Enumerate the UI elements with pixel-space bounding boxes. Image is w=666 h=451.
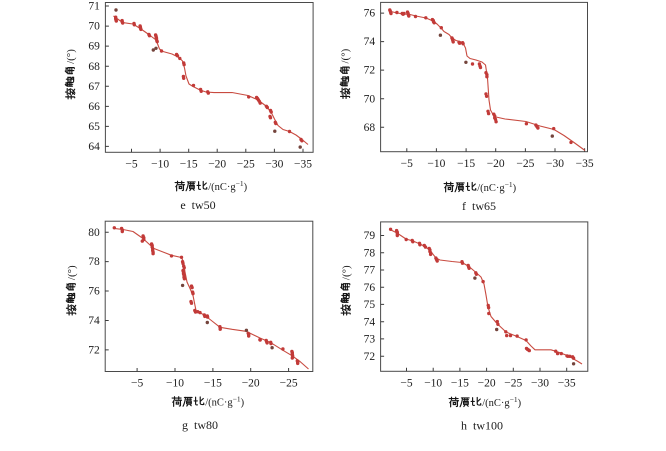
svg-text:70: 70	[364, 93, 376, 105]
svg-text:76: 76	[364, 8, 376, 20]
svg-text:75: 75	[364, 299, 376, 311]
svg-text:−35: −35	[294, 159, 312, 171]
svg-text:−10: −10	[166, 378, 184, 390]
svg-text:−5: −5	[401, 158, 413, 170]
svg-text:−15: −15	[204, 378, 222, 390]
svg-text:−25: −25	[237, 159, 255, 171]
svg-text:68: 68	[88, 61, 100, 73]
svg-text:69: 69	[88, 41, 100, 53]
svg-text:74: 74	[88, 315, 100, 327]
svg-text:72: 72	[364, 351, 376, 363]
svg-text:73: 73	[364, 334, 376, 346]
svg-text:−35: −35	[576, 158, 594, 170]
svg-text:−20: −20	[478, 378, 496, 390]
svg-text:−35: −35	[558, 378, 576, 390]
svg-text:−15: −15	[451, 378, 469, 390]
svg-text:68: 68	[364, 122, 376, 134]
svg-text:74: 74	[364, 36, 376, 48]
svg-text:−5: −5	[400, 378, 412, 390]
svg-text:78: 78	[364, 247, 376, 259]
svg-text:76: 76	[88, 286, 100, 298]
svg-text:−30: −30	[265, 159, 283, 171]
svg-text:−5: −5	[125, 159, 137, 171]
svg-text:e tw50: e tw50	[180, 198, 215, 212]
svg-text:70: 70	[88, 21, 100, 33]
svg-text:77: 77	[364, 265, 376, 277]
svg-text:65: 65	[88, 121, 100, 133]
svg-text:72: 72	[88, 345, 100, 357]
svg-text:66: 66	[88, 101, 100, 113]
svg-text:72: 72	[364, 65, 376, 77]
svg-text:−5: −5	[131, 378, 143, 390]
svg-text:−20: −20	[487, 158, 505, 170]
svg-text:f tw65: f tw65	[462, 199, 496, 213]
svg-text:78: 78	[88, 256, 100, 268]
svg-text:−10: −10	[424, 378, 442, 390]
svg-text:71: 71	[88, 1, 100, 13]
svg-text:−15: −15	[180, 159, 198, 171]
svg-text:h tw100: h tw100	[461, 419, 503, 433]
svg-text:67: 67	[88, 81, 100, 93]
svg-text:76: 76	[364, 282, 376, 294]
svg-text:−30: −30	[531, 378, 549, 390]
svg-text:−10: −10	[427, 158, 445, 170]
svg-text:64: 64	[88, 141, 100, 153]
svg-text:−25: −25	[280, 378, 298, 390]
svg-text:−25: −25	[516, 158, 534, 170]
svg-text:79: 79	[364, 230, 376, 242]
svg-text:−10: −10	[151, 159, 169, 171]
svg-text:−20: −20	[242, 378, 260, 390]
svg-text:−20: −20	[208, 159, 226, 171]
svg-text:−25: −25	[504, 378, 522, 390]
svg-text:−15: −15	[457, 158, 475, 170]
svg-text:80: 80	[88, 227, 100, 239]
svg-text:g tw80: g tw80	[182, 418, 218, 432]
svg-text:−30: −30	[546, 158, 564, 170]
svg-text:74: 74	[364, 316, 376, 328]
